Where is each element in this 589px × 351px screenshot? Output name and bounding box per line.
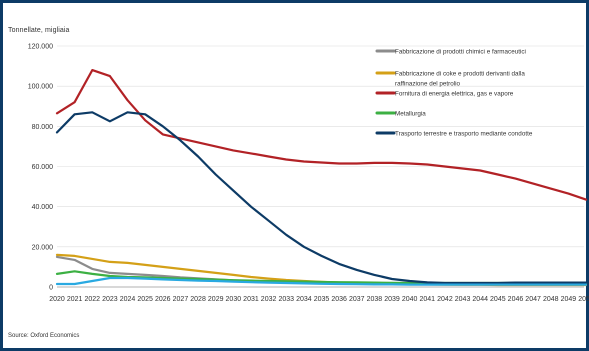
x-tick-label: 2043 bbox=[455, 296, 471, 303]
x-tick-label: 2031 bbox=[243, 296, 259, 303]
x-tick-label: 2048 bbox=[543, 296, 559, 303]
x-tick-label: 2047 bbox=[525, 296, 541, 303]
x-tick-label: 2035 bbox=[314, 296, 330, 303]
x-tick-label: 2022 bbox=[84, 296, 100, 303]
x-tick-label: 2049 bbox=[561, 296, 577, 303]
x-tick-label: 2046 bbox=[508, 296, 524, 303]
y-tick-label: 60.000 bbox=[32, 164, 54, 171]
x-tick-label: 2044 bbox=[472, 296, 488, 303]
source-note: Source: Oxford Economics bbox=[8, 333, 80, 339]
x-tick-label: 2036 bbox=[331, 296, 347, 303]
x-tick-label: 2045 bbox=[490, 296, 506, 303]
x-tick-label: 2033 bbox=[278, 296, 294, 303]
legend-label: Metallurgia bbox=[395, 110, 426, 117]
x-tick-label: 2027 bbox=[173, 296, 189, 303]
x-tick-label: 2025 bbox=[137, 296, 153, 303]
legend-label: Trasporto terrestre e trasporto mediante… bbox=[395, 130, 533, 137]
series-line bbox=[55, 111, 588, 285]
x-tick-label: 2039 bbox=[384, 296, 400, 303]
x-tick-label: 2020 bbox=[49, 296, 65, 303]
y-tick-label: 100.000 bbox=[28, 84, 53, 91]
x-tick-label: 2038 bbox=[367, 296, 383, 303]
x-tick-label: 2029 bbox=[208, 296, 224, 303]
series-line bbox=[55, 270, 588, 285]
legend-label: Fornitura di energia elettrica, gas e va… bbox=[395, 90, 514, 97]
series-line bbox=[55, 255, 588, 285]
x-tick-label: 2030 bbox=[226, 296, 242, 303]
x-tick-label: 2037 bbox=[349, 296, 365, 303]
series-line bbox=[55, 276, 588, 286]
y-tick-label: 0 bbox=[49, 285, 53, 292]
x-tick-label: 2040 bbox=[402, 296, 418, 303]
y-axis-unit-label: Tonnellate, migliaia bbox=[8, 27, 70, 34]
x-tick-label: 2041 bbox=[420, 296, 436, 303]
x-tick-label: 2034 bbox=[296, 296, 312, 303]
legend-label: Fabbricazione di prodotti chimici e farm… bbox=[395, 48, 526, 55]
y-tick-label: 120.000 bbox=[28, 44, 53, 51]
y-tick-label: 80.000 bbox=[32, 124, 54, 131]
x-tick-label: 2024 bbox=[120, 296, 136, 303]
x-tick-label: 2026 bbox=[155, 296, 171, 303]
x-tick-label: 2023 bbox=[102, 296, 118, 303]
x-tick-label: 2050 bbox=[578, 296, 589, 303]
series-line bbox=[55, 253, 588, 287]
x-tick-label: 2042 bbox=[437, 296, 453, 303]
x-tick-label: 2032 bbox=[261, 296, 277, 303]
y-tick-label: 40.000 bbox=[32, 204, 54, 211]
y-tick-label: 20.000 bbox=[32, 244, 54, 251]
legend-label: Fabbricazione di coke e prodotti derivan… bbox=[395, 70, 525, 77]
x-tick-label: 2021 bbox=[67, 296, 83, 303]
series-line bbox=[55, 68, 588, 201]
legend-label: raffinazione del petrolio bbox=[395, 80, 460, 87]
x-tick-label: 2028 bbox=[190, 296, 206, 303]
